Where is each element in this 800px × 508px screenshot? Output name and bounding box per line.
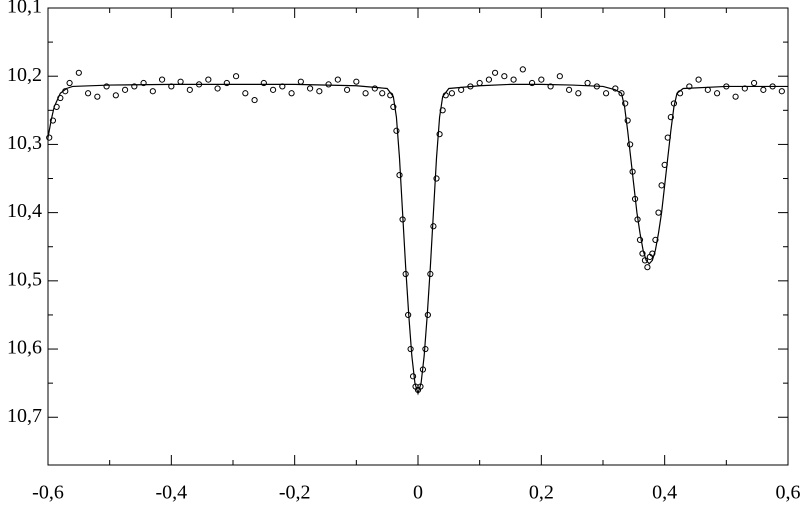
data-point <box>288 90 295 97</box>
data-point <box>750 79 758 87</box>
data-point <box>390 103 397 111</box>
data-point <box>704 86 711 93</box>
data-point <box>242 90 249 97</box>
data-point <box>112 92 119 99</box>
x-tick-label: 0,4 <box>652 482 677 504</box>
data-point <box>297 78 304 85</box>
x-tick-label: 0,6 <box>776 482 800 504</box>
data-point <box>75 69 82 76</box>
data-point <box>409 373 417 380</box>
data-point <box>149 88 156 95</box>
data-point <box>140 79 147 87</box>
y-tick-label: 10,6 <box>7 337 42 359</box>
data-point <box>232 73 240 80</box>
data-point <box>334 76 341 83</box>
data-point <box>476 79 483 87</box>
data-point <box>655 209 662 216</box>
data-point <box>214 85 221 92</box>
data-point <box>658 182 665 189</box>
data-point <box>575 90 582 97</box>
data-point <box>66 79 73 87</box>
data-point <box>556 73 563 80</box>
data-point <box>430 223 437 230</box>
data-point <box>584 79 591 87</box>
data-point <box>393 127 400 134</box>
data-point <box>103 83 110 90</box>
data-point <box>131 83 138 90</box>
data-point <box>713 90 721 97</box>
data-point <box>49 117 57 124</box>
fit-line <box>47 83 788 396</box>
data-point <box>760 86 767 93</box>
x-tick-label: 0,2 <box>529 482 554 504</box>
data-point <box>501 73 508 80</box>
data-point <box>325 81 332 88</box>
data-point <box>624 117 631 124</box>
data-point <box>627 141 634 148</box>
data-point <box>186 86 193 93</box>
data-point <box>396 172 403 179</box>
data-point <box>667 114 674 121</box>
data-point <box>251 96 258 104</box>
data-point <box>686 83 693 90</box>
x-tick-label: -0,2 <box>279 482 311 504</box>
data-point <box>528 79 536 87</box>
data-point <box>538 76 545 83</box>
data-point <box>223 79 230 87</box>
y-tick-label: 10,5 <box>7 268 42 290</box>
data-point <box>260 79 267 87</box>
data-point <box>84 90 92 97</box>
data-point <box>353 78 360 85</box>
data-point <box>644 264 651 271</box>
data-point <box>433 175 440 182</box>
y-tick-label: 10,1 <box>7 0 42 18</box>
x-tick-label: -0,6 <box>32 482 64 504</box>
data-point <box>491 69 499 76</box>
data-point <box>269 86 277 93</box>
data-point <box>205 76 212 83</box>
data-point <box>362 90 369 97</box>
y-tick-label: 10,7 <box>7 405 42 427</box>
data-point <box>639 250 646 257</box>
data-point <box>547 83 554 90</box>
data-point <box>121 86 129 93</box>
data-point <box>46 134 53 141</box>
data-point <box>371 85 378 92</box>
data-point <box>343 86 351 93</box>
data-point <box>316 88 323 95</box>
data-point <box>602 90 610 97</box>
data-point <box>94 93 101 100</box>
data-point <box>436 131 443 138</box>
data-point <box>622 100 629 107</box>
data-point <box>485 76 493 83</box>
data-point <box>158 76 166 83</box>
data-point <box>732 93 739 100</box>
data-point <box>510 76 517 83</box>
data-point <box>306 85 314 92</box>
y-tick-label: 10,4 <box>7 200 42 222</box>
data-point <box>565 86 573 93</box>
data-point <box>177 78 184 85</box>
data-point <box>652 236 659 244</box>
data-point <box>379 90 386 97</box>
x-tick-label: 0 <box>413 482 423 504</box>
x-tick-label: -0,4 <box>155 482 187 504</box>
data-point <box>695 76 702 83</box>
y-tick-label: 10,2 <box>7 64 42 86</box>
data-point <box>636 236 644 244</box>
data-point <box>448 90 456 97</box>
y-tick-label: 10,3 <box>7 132 42 154</box>
data-point <box>519 66 526 73</box>
data-point <box>612 85 619 92</box>
plot-frame <box>47 7 789 466</box>
data-point <box>778 88 785 95</box>
